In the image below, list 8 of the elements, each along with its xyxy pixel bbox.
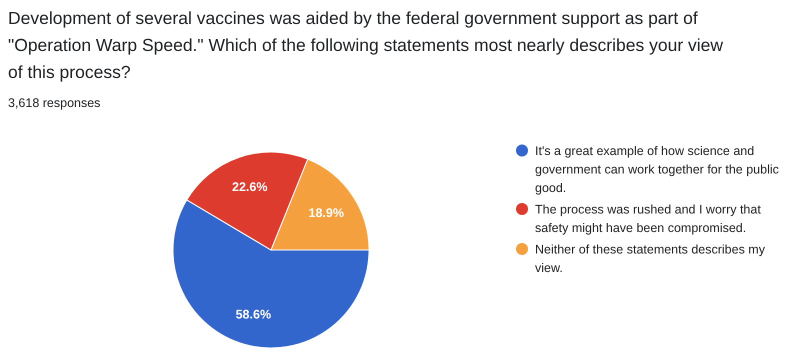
- data-label: 22.6%: [232, 180, 268, 194]
- text: 3,618 responses: [8, 96, 100, 110]
- data-label: 18.9%: [308, 206, 344, 220]
- legend-label: It's a great example of how science and government can work together for the public good.: [535, 144, 779, 195]
- chart-title: Development of several vaccines was aided by the federal government support as part of "Operation Warp Speed." Which of the following statements most nearly describes your view of this process?: [8, 8, 724, 82]
- legend-label: The process was rushed and I worry that safety might have been compromised.: [535, 202, 762, 235]
- legend-label: Neither of these statements describes my view.: [535, 242, 766, 275]
- data-label: 58.6%: [236, 308, 272, 322]
